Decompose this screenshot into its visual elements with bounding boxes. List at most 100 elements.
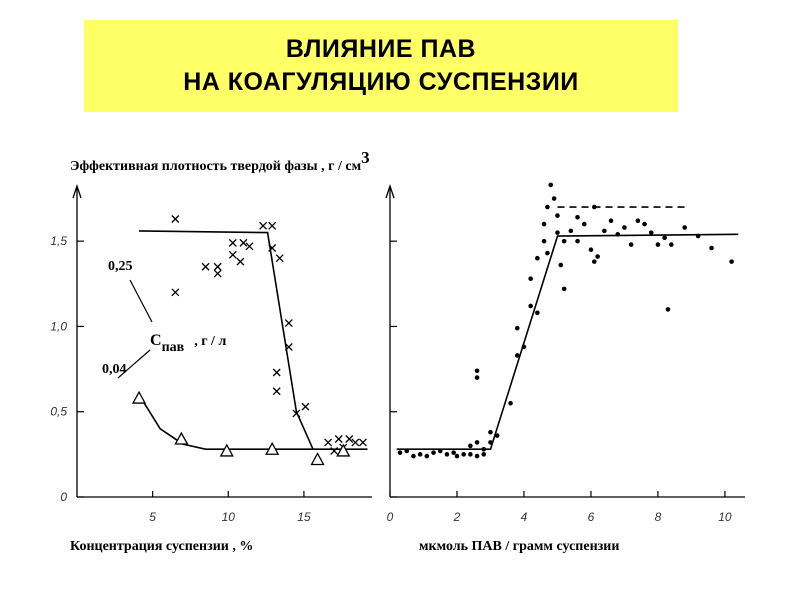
- left-point-cross: [275, 254, 284, 263]
- right-point-dot: [468, 443, 473, 449]
- right-point-dot: [481, 446, 487, 452]
- right-point-dot: [454, 453, 460, 459]
- right-point-dot: [474, 440, 480, 445]
- right-point-dot: [521, 344, 527, 350]
- right-point-dot: [528, 303, 533, 309]
- annotation-0-04: 0,04: [102, 362, 127, 377]
- right-x-tick-label: 10: [718, 510, 732, 524]
- left-fit-line-0: [138, 230, 314, 450]
- right-point-dot: [575, 238, 580, 244]
- annotation-c: С: [150, 332, 162, 349]
- right-fit-line-0: [396, 233, 739, 450]
- right-x-tick-label: 2: [453, 510, 461, 524]
- left-point-cross: [272, 387, 281, 396]
- right-point-dot: [665, 307, 671, 312]
- left-point-cross: [301, 402, 310, 411]
- right-point-dot: [669, 242, 674, 247]
- right-point-dot: [555, 213, 560, 218]
- annotation-0-25: 0,25: [108, 259, 133, 274]
- left-y-tick-label: 0,5: [50, 405, 67, 419]
- left-point-cross: [334, 435, 343, 443]
- left-point-triangle: [219, 443, 234, 457]
- left-point-cross: [213, 269, 222, 278]
- left-panel-annotations: 0,25 0,04 Спав , г / л: [102, 259, 226, 379]
- right-point-dot: [535, 255, 540, 261]
- right-point-dot: [588, 247, 594, 252]
- right-point-dot: [635, 218, 641, 223]
- left-point-cross: [358, 438, 367, 447]
- left-point-cross: [245, 242, 254, 251]
- right-point-dot: [488, 440, 493, 445]
- y-axis-label-superscript: 3: [361, 148, 370, 167]
- right-panel: 0 2 4 6 8 10: [385, 182, 745, 524]
- right-point-dot: [474, 453, 480, 459]
- title-banner: ВЛИЯНИЕ ПАВ НА КОАГУЛЯЦИЮ СУСПЕНЗИИ: [84, 20, 678, 112]
- left-point-cross: [345, 435, 354, 443]
- left-point-cross: [171, 215, 180, 223]
- right-point-dot: [397, 450, 403, 455]
- right-point-dot: [602, 228, 607, 234]
- right-point-dot: [424, 453, 430, 459]
- right-point-dot: [568, 228, 574, 234]
- left-point-cross: [268, 244, 277, 252]
- left-point-cross: [272, 368, 281, 377]
- right-point-dot: [555, 230, 560, 235]
- right-point-dot: [481, 452, 487, 457]
- left-point-cross: [324, 438, 333, 447]
- right-point-dot: [628, 242, 634, 247]
- right-point-dot: [535, 310, 540, 316]
- left-point-cross: [236, 257, 245, 266]
- right-point-dot: [608, 218, 614, 223]
- right-point-dot: [431, 450, 436, 455]
- left-panel: 0 0,5 1,0 1,5 5 10 15: [50, 183, 372, 524]
- annotation-pointer-0-04: [117, 349, 151, 379]
- left-point-triangle: [310, 452, 325, 466]
- right-y-arrow: [385, 183, 395, 199]
- annotation-c-unit: , г / л: [194, 334, 226, 349]
- right-point-dot: [548, 182, 554, 188]
- left-y-tick-label: 1,0: [50, 319, 67, 333]
- annotation-c-sub: пав: [162, 340, 185, 355]
- left-point-cross: [268, 221, 277, 230]
- right-point-dot: [581, 221, 587, 227]
- left-y-tick-label: 1,5: [50, 234, 67, 248]
- left-point-cross: [228, 238, 237, 247]
- right-point-dot: [444, 452, 450, 457]
- right-point-dot: [551, 196, 557, 201]
- right-point-dot: [595, 254, 600, 259]
- title-line-1: ВЛИЯНИЕ ПАВ: [285, 35, 477, 63]
- right-point-dot: [591, 259, 597, 264]
- right-point-dot: [488, 429, 493, 435]
- right-point-dot: [541, 238, 547, 244]
- right-point-dot: [528, 276, 533, 281]
- left-x-tick-label: 10: [222, 510, 236, 524]
- right-point-dot: [561, 238, 567, 244]
- right-point-dot: [437, 448, 443, 454]
- left-point-cross: [171, 288, 180, 297]
- y-axis-label: Эффективная плотность твердой фазы , г /…: [70, 148, 370, 174]
- right-point-dot: [729, 259, 734, 264]
- right-point-dot: [545, 250, 550, 256]
- right-point-dot: [474, 368, 480, 374]
- right-point-dot: [615, 232, 621, 237]
- left-y-tick-label: 0: [60, 490, 67, 504]
- right-point-dot: [417, 452, 423, 457]
- left-x-tick-label: 5: [149, 510, 156, 524]
- right-point-dot: [682, 225, 688, 230]
- left-point-triangle: [174, 431, 189, 445]
- left-x-axis-label: Концентрация суспензии , %: [70, 539, 253, 554]
- right-point-dot: [461, 452, 466, 457]
- right-point-dot: [545, 204, 550, 210]
- right-point-dot: [514, 353, 520, 358]
- right-point-dot: [514, 325, 520, 331]
- right-x-tick-label: 4: [521, 510, 528, 524]
- right-point-dot: [655, 242, 661, 247]
- left-point-cross: [228, 250, 237, 259]
- left-point-cross: [351, 438, 360, 447]
- right-point-dot: [558, 262, 564, 268]
- right-point-dot: [474, 375, 480, 380]
- left-point-cross: [239, 238, 248, 247]
- right-point-dot: [541, 221, 547, 227]
- right-point-dot: [561, 286, 567, 292]
